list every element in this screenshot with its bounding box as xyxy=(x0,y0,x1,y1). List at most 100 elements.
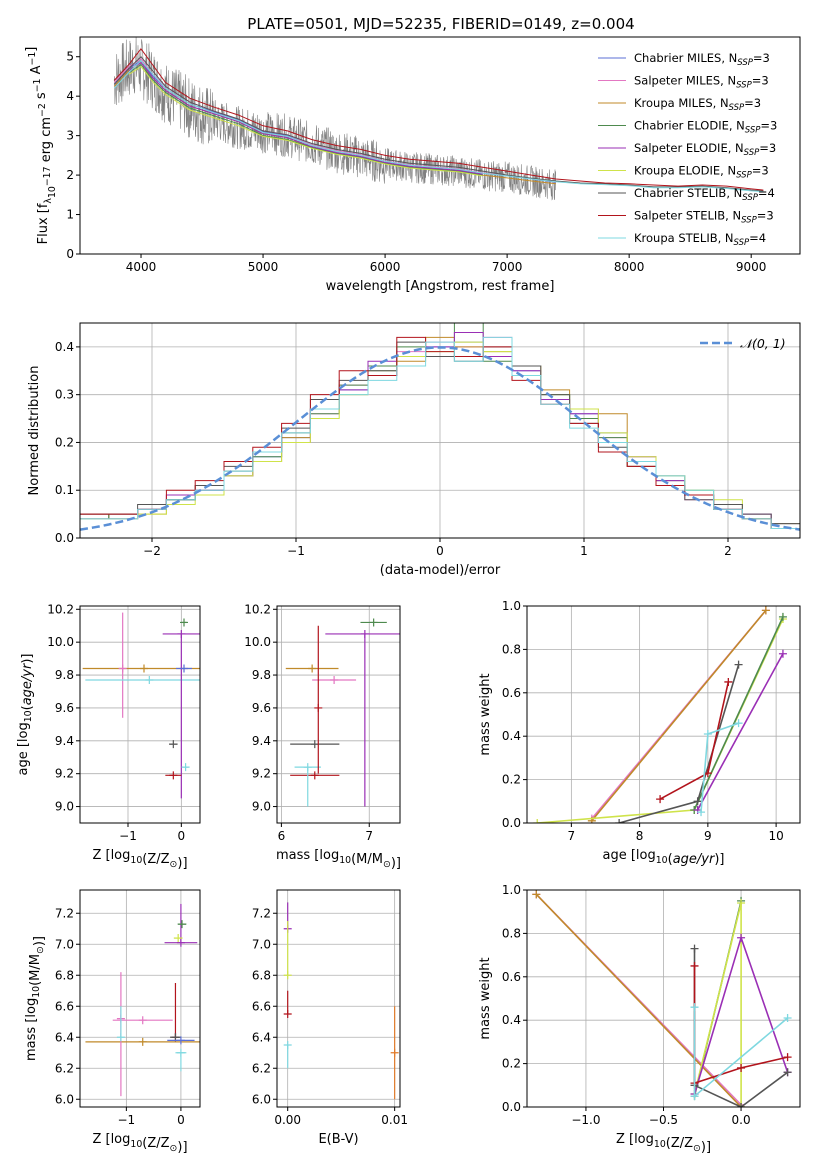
legend-entry: Salpeter MILES, NSSP=3 xyxy=(634,74,769,91)
axes-frame xyxy=(79,605,201,824)
x-tick-label: 10 xyxy=(768,829,783,843)
y-tick-label: 0.2 xyxy=(502,1057,521,1071)
x-tick-label: 0.00 xyxy=(274,1113,301,1127)
x-tick-label: 0 xyxy=(177,1113,185,1127)
x-axis-label: mass [log10(M/M⊙)] xyxy=(276,848,401,871)
y-tick-label: 10.0 xyxy=(244,635,271,649)
data-point xyxy=(533,819,542,823)
y-tick-label: 0.6 xyxy=(502,686,521,700)
mass-vs-ebv-panel: 0.00 0.01 6.0 6.2 6.4 6.6 6.8 7.0 7.2 E(B-V) xyxy=(252,889,408,1147)
data-point xyxy=(180,618,188,627)
mass-vs-Z-panel-marks xyxy=(85,903,200,1097)
model-spectrum-line xyxy=(113,47,764,191)
data-point xyxy=(180,664,188,673)
data-point xyxy=(690,961,699,970)
data-point xyxy=(140,664,148,673)
y-tick-label: 10.0 xyxy=(47,635,74,649)
y-tick-label: 0.4 xyxy=(55,340,74,354)
y-tick-label: 9.8 xyxy=(55,668,74,682)
data-point xyxy=(138,1016,147,1025)
data-point xyxy=(303,763,312,772)
y-tick-label: 2 xyxy=(66,168,74,182)
y-axis-label: Normed distribution xyxy=(27,366,42,496)
age-vs-mass-panel: 6 7 9.0 9.2 9.4 9.6 9.8 10.0 10.2 xyxy=(244,602,401,843)
figure-title: PLATE=0501, MJD=52235, FIBERID=0149, z=0… xyxy=(247,15,634,33)
x-tick-label: −0.5 xyxy=(649,1113,678,1127)
data-point xyxy=(310,740,319,749)
data-point xyxy=(734,719,743,728)
x-tick-label: 7000 xyxy=(492,260,523,274)
legend-entry: Chabrier ELODIE, NSSP=3 xyxy=(634,119,777,136)
legend-entry: Chabrier MILES, NSSP=3 xyxy=(634,51,770,68)
x-tick-label: −2 xyxy=(143,544,161,558)
x-tick-label: 0.0 xyxy=(732,1113,751,1127)
y-tick-label: 0.4 xyxy=(502,729,521,743)
data-point xyxy=(690,1092,699,1101)
x-tick-label: −1.0 xyxy=(571,1113,600,1127)
data-point xyxy=(615,819,624,823)
y-tick-label: 9.6 xyxy=(252,701,271,715)
legend-entry: Kroupa STELIB, NSSP=4 xyxy=(634,231,766,248)
data-point xyxy=(181,763,190,772)
y-tick-label: 0.8 xyxy=(502,926,521,940)
y-tick-label: 4 xyxy=(66,89,74,103)
x-tick-label: −1 xyxy=(118,1113,136,1127)
x-tick-label: 9 xyxy=(704,829,712,843)
x-tick-label: 8 xyxy=(636,829,644,843)
mass-vs-ebv-panel-marks xyxy=(283,902,399,1100)
y-tick-label: 3 xyxy=(66,129,74,143)
x-tick-label: 0.01 xyxy=(381,1113,408,1127)
y-axis-label: age [log10(age/yr)] xyxy=(16,653,35,775)
y-tick-label: 1.0 xyxy=(502,883,521,897)
data-point xyxy=(308,664,317,673)
y-tick-label: 0.0 xyxy=(502,1100,521,1114)
data-point xyxy=(169,740,178,749)
weight-vs-Z-panel: −1.0 −0.5 0.0 0.0 0.2 0.4 0.6 0.8 1.0 mass weight xyxy=(478,883,801,1127)
y-tick-label: 6.6 xyxy=(55,999,74,1013)
data-point xyxy=(145,675,154,684)
data-point xyxy=(178,920,186,929)
x-axis-label: Z [log10(Z/Z⊙)] xyxy=(92,1132,187,1155)
legend-entry: Kroupa MILES, NSSP=3 xyxy=(634,96,761,113)
y-tick-label: 7.2 xyxy=(252,906,271,920)
y-tick-label: 7.0 xyxy=(55,937,74,951)
y-tick-label: 9.0 xyxy=(55,800,74,814)
x-tick-label: 2 xyxy=(724,544,732,558)
data-point xyxy=(783,1053,792,1062)
data-point xyxy=(656,795,665,804)
y-tick-label: 1 xyxy=(66,208,74,222)
y-tick-label: 9.6 xyxy=(55,701,74,715)
y-tick-label: 7.2 xyxy=(55,906,74,920)
y-tick-label: 0.6 xyxy=(502,970,521,984)
data-point xyxy=(360,629,369,638)
model-spectrum-line xyxy=(128,65,483,177)
y-tick-label: 9.8 xyxy=(252,668,271,682)
y-tick-label: 9.4 xyxy=(55,734,74,748)
data-point xyxy=(690,944,699,953)
x-tick-label: 4000 xyxy=(126,260,157,274)
model-spectrum-line xyxy=(128,63,483,176)
data-point xyxy=(177,629,186,638)
x-tick-label: 1 xyxy=(580,544,588,558)
model-spectrum-line xyxy=(113,59,764,193)
data-point xyxy=(737,1103,746,1107)
x-tick-label: 6000 xyxy=(370,260,401,274)
data-point xyxy=(330,675,339,684)
y-tick-label: 0.8 xyxy=(502,642,521,656)
y-tick-label: 0.1 xyxy=(55,483,74,497)
age-vs-Z-panel: −1 0 9.0 9.2 9.4 9.6 9.8 10.0 10.2 xyxy=(47,602,201,843)
data-point xyxy=(761,606,770,615)
y-tick-label: 6.8 xyxy=(252,968,271,982)
data-point xyxy=(138,1037,147,1046)
y-tick-label: 6.2 xyxy=(252,1061,271,1075)
x-tick-label: 0 xyxy=(436,544,444,558)
x-axis-label: age [log10(age/yr)] xyxy=(602,848,724,867)
weight-line xyxy=(696,653,784,811)
data-point xyxy=(310,771,319,780)
data-point xyxy=(283,1010,292,1018)
y-tick-label: 6.4 xyxy=(252,1030,271,1044)
x-tick-label: 6 xyxy=(278,829,286,843)
normal-curve xyxy=(80,346,800,531)
age-vs-Z-panel-marks xyxy=(82,612,200,799)
y-axis-label: mass weight xyxy=(478,673,493,755)
